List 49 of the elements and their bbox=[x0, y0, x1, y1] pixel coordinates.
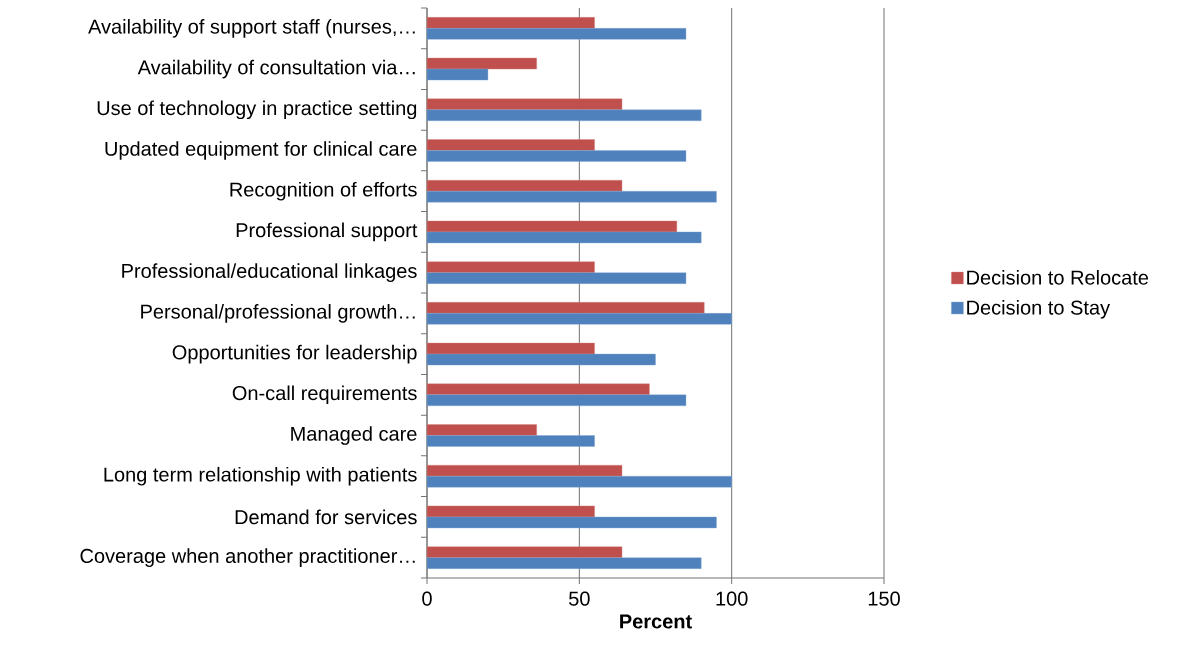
bar bbox=[426, 465, 623, 477]
x-tick-label: 150 bbox=[868, 591, 900, 606]
bar bbox=[426, 220, 678, 233]
legend-label: Decision to Relocate bbox=[967, 270, 1149, 285]
y-tick-label: Coverage when another practitioner… bbox=[80, 548, 415, 567]
bar bbox=[426, 516, 717, 529]
bar bbox=[426, 261, 595, 273]
bar bbox=[426, 150, 687, 162]
bar bbox=[426, 191, 717, 203]
y-tick-label: Availability of consultation via… bbox=[137, 59, 415, 79]
bar bbox=[426, 546, 623, 558]
y-tick-label: Managed care bbox=[291, 426, 417, 445]
y-tick-label: Updated equipment for clinical care bbox=[105, 141, 417, 160]
bar bbox=[426, 17, 595, 29]
y-tick-label: Professional/educational linkages bbox=[122, 263, 417, 282]
x-tick-label: 100 bbox=[716, 591, 748, 606]
y-tick-label: Recognition of efforts bbox=[230, 181, 417, 201]
bar bbox=[426, 98, 623, 110]
y-tick-label: On-call requirements bbox=[232, 385, 417, 405]
bar bbox=[426, 68, 489, 81]
y-tick-label: Availability of support staff (nurses,… bbox=[88, 19, 415, 38]
bar bbox=[426, 313, 732, 325]
y-tick-label: Demand for services bbox=[235, 509, 417, 525]
bar bbox=[426, 109, 702, 121]
x-tick-label: 0 bbox=[422, 591, 432, 606]
bar bbox=[426, 353, 656, 366]
bar bbox=[426, 383, 650, 395]
bar bbox=[426, 302, 705, 314]
bar bbox=[426, 139, 595, 151]
bar bbox=[426, 435, 595, 447]
bar bbox=[426, 424, 537, 436]
y-tick-label: Personal/professional growth… bbox=[141, 304, 415, 323]
bar bbox=[426, 394, 687, 406]
bar bbox=[426, 505, 595, 518]
x-tick-label: 50 bbox=[569, 591, 590, 606]
y-tick-label: Long term relationship with patients bbox=[104, 466, 417, 486]
x-axis-title: Percent bbox=[620, 614, 692, 629]
legend-label: Decision to Stay bbox=[967, 300, 1111, 319]
y-tick-label: Opportunities for leadership bbox=[172, 344, 417, 364]
bar bbox=[426, 57, 537, 70]
bar bbox=[426, 231, 702, 244]
bar bbox=[426, 342, 595, 355]
bar bbox=[426, 557, 702, 569]
y-tick-label: Use of technology in practice setting bbox=[97, 100, 417, 120]
y-tick-label: Professional support bbox=[236, 222, 418, 242]
bar bbox=[426, 28, 687, 40]
bar bbox=[426, 272, 687, 284]
bar bbox=[426, 476, 732, 488]
bar bbox=[426, 180, 623, 192]
